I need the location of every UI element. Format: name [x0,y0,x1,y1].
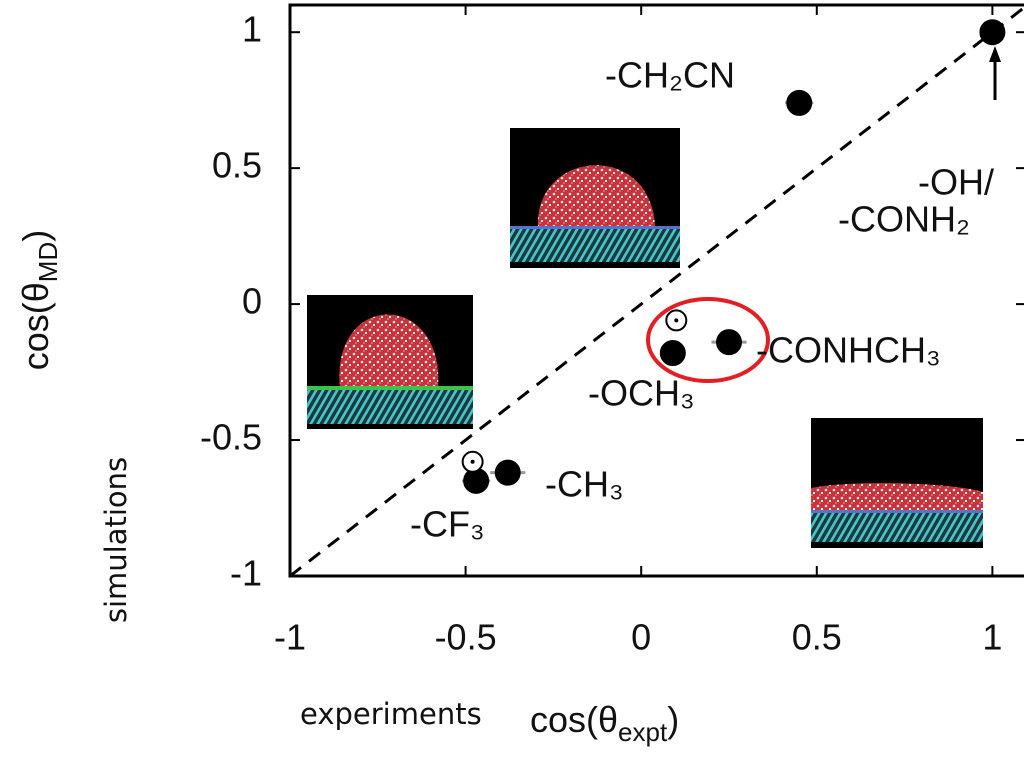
point-label: -CH₃ [545,464,624,505]
plot-frame: -1 -0.5 0 0.5 1 -1 -0.5 0 0.5 1 [200,3,1024,658]
x-tick-label: -1 [274,617,306,658]
filled-point [786,89,813,116]
y-tick-label: -0.5 [200,417,262,458]
open-point-dot [470,459,475,464]
point-label: -OH/ [918,162,994,203]
inset-image [307,295,473,429]
filled-point [715,329,742,356]
insets [307,128,983,548]
data-layer [289,6,1024,578]
highlight-ellipse [646,297,770,383]
y-note: simulations [99,457,133,623]
open-point-dot [674,318,679,323]
x-tick-label: 0.5 [792,617,842,658]
point-label: -OCH₃ [588,373,695,414]
filled-point [494,459,521,486]
x-note: experiments [300,697,482,731]
y-label-main: cos(θ [15,282,56,370]
point-label: -CH₂CN [605,55,735,96]
x-label-end: ) [667,699,679,740]
filled-point [979,19,1006,46]
plot-border [288,3,1024,578]
y-axis-label: cos(θMD) [15,230,63,370]
x-tick-label: 1 [982,617,1002,658]
point-label: -CONHCH₃ [756,330,941,371]
x-tick-label: -0.5 [435,617,497,658]
point-label: -CF₃ [410,504,485,545]
inset-image [510,128,680,268]
reference-line [289,6,1024,578]
y-tick-label: -1 [230,553,262,594]
filled-point [659,340,686,367]
y-tick-label: 0 [242,281,262,322]
point-label: -CONH₂ [838,199,970,240]
x-tick-label: 0 [631,617,651,658]
x-label-main: cos(θ [530,699,618,740]
y-label-end: ) [15,230,56,242]
inset-image [811,418,983,548]
arrow-head [989,46,1001,62]
y-tick-label: 1 [242,9,262,50]
y-label-sub: MD [33,242,63,282]
x-label-sub: expt [618,717,668,747]
y-tick-label: 0.5 [212,145,262,186]
filled-point [463,467,490,494]
x-axis-label: cos(θexpt) [530,699,679,747]
